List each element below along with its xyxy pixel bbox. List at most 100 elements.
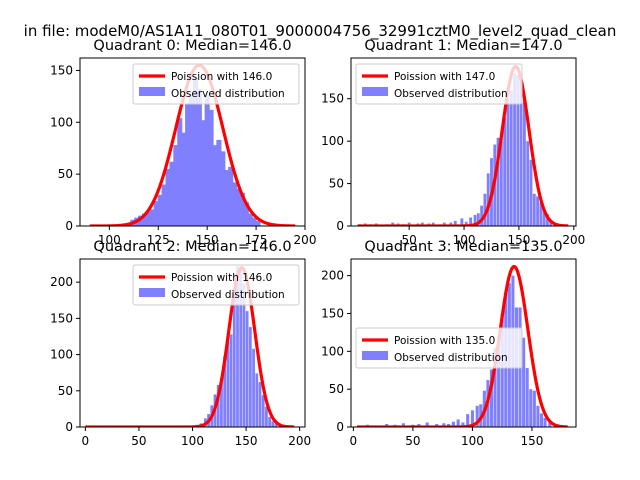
y-tick-label: 100 bbox=[321, 134, 344, 148]
x-tick-label: 200 bbox=[288, 434, 311, 448]
histogram-bar bbox=[473, 214, 477, 226]
histogram-bar bbox=[442, 222, 446, 226]
histogram-bar bbox=[391, 222, 395, 226]
histogram-bar bbox=[500, 313, 504, 427]
y-tick-label: 100 bbox=[50, 348, 73, 362]
histogram-bar bbox=[153, 201, 159, 226]
histogram-bar bbox=[185, 103, 191, 226]
legend-curve-label: Poission with 135.0 bbox=[394, 335, 495, 347]
histogram-bar bbox=[470, 410, 474, 427]
histogram-bar bbox=[149, 209, 155, 226]
y-tick-label: 200 bbox=[50, 275, 73, 289]
histogram-bar bbox=[220, 382, 223, 427]
histogram-bar bbox=[483, 193, 487, 226]
y-tick-label: 0 bbox=[336, 420, 344, 434]
histogram-bar bbox=[475, 405, 479, 427]
legend-bars-swatch bbox=[139, 288, 165, 297]
histogram-bar bbox=[401, 423, 405, 427]
histogram-bar bbox=[451, 421, 455, 427]
axes-frame bbox=[350, 258, 577, 428]
histogram-bar bbox=[420, 222, 424, 226]
histogram-bar bbox=[516, 74, 520, 226]
x-tick-label: 100 bbox=[461, 434, 484, 448]
histogram-bar bbox=[192, 77, 198, 226]
legend-curve-label: Poission with 147.0 bbox=[394, 71, 495, 83]
histogram-bar bbox=[212, 145, 218, 226]
x-tick-label: 50 bbox=[402, 233, 417, 247]
legend-box bbox=[355, 63, 523, 105]
histogram-bar bbox=[548, 422, 552, 427]
histogram-bar bbox=[165, 168, 171, 226]
histogram-bar bbox=[216, 385, 220, 427]
x-tick-label: 150 bbox=[520, 434, 543, 448]
histogram-bar bbox=[255, 373, 259, 427]
histogram-bar bbox=[493, 347, 497, 427]
histogram-bar bbox=[261, 395, 265, 427]
histogram-bar bbox=[243, 202, 249, 226]
histogram-bar bbox=[461, 422, 465, 427]
histogram-bar bbox=[532, 390, 536, 427]
legend-bars-label: Observed distribution bbox=[394, 352, 508, 364]
legend: Poission with 146.0 Observed distribution bbox=[132, 264, 300, 306]
histogram-bar bbox=[236, 266, 239, 427]
histogram-bar bbox=[252, 348, 255, 427]
histogram-bar bbox=[503, 117, 507, 226]
histogram-bar bbox=[460, 218, 464, 226]
histogram-bar bbox=[522, 337, 526, 427]
x-tick-label: 125 bbox=[147, 233, 170, 247]
legend-box bbox=[132, 63, 300, 105]
histogram-bar bbox=[546, 214, 549, 226]
legend-bars-swatch bbox=[362, 87, 388, 96]
histogram-bar bbox=[177, 118, 183, 226]
y-tick-label: 50 bbox=[329, 382, 344, 396]
histogram-bar bbox=[442, 423, 446, 427]
histogram-bar bbox=[453, 220, 457, 226]
subplot-title: Quadrant 3: Median=135.0 bbox=[364, 239, 562, 255]
x-tick-label: 150 bbox=[196, 233, 219, 247]
x-tick-label: 100 bbox=[453, 233, 476, 247]
x-tick-label: 50 bbox=[131, 434, 146, 448]
histogram-bar bbox=[268, 416, 272, 427]
y-tick-label: 150 bbox=[50, 311, 73, 325]
subplot-2: 0 50 100 150 200 0 50 100 150 200 Quadrant 2: Medi… bbox=[50, 239, 311, 448]
y-tick-label: 100 bbox=[321, 344, 344, 358]
x-tick-label: 150 bbox=[235, 434, 258, 448]
x-tick-label: 200 bbox=[294, 233, 317, 247]
histogram-bar bbox=[526, 141, 530, 226]
histogram-bar bbox=[532, 193, 536, 226]
legend: Poission with 147.0 Observed distribution bbox=[355, 63, 523, 105]
histogram-bar bbox=[522, 98, 526, 226]
subplot-0: 100 125 150 175 200 0 50 100 150 Quadrant 0: Medi… bbox=[50, 38, 316, 247]
legend: Poission with 135.0 Observed distribution bbox=[355, 327, 523, 369]
histogram-bar bbox=[232, 182, 238, 226]
histogram-bar bbox=[489, 369, 494, 427]
y-tick-label: 0 bbox=[336, 219, 344, 233]
histogram-bar bbox=[208, 109, 214, 226]
histogram-bar bbox=[220, 151, 226, 226]
histogram-bar bbox=[274, 424, 278, 427]
x-tick-label: 150 bbox=[507, 233, 530, 247]
histogram-bar bbox=[239, 269, 243, 427]
histogram-bar bbox=[239, 192, 245, 226]
histogram-bar bbox=[536, 196, 540, 226]
y-tick-label: 200 bbox=[321, 269, 344, 283]
histogram-bar bbox=[539, 413, 544, 427]
histogram-bar bbox=[157, 194, 163, 226]
legend: Poission with 146.0 Observed distribution bbox=[132, 63, 300, 105]
x-tick-label: 50 bbox=[405, 434, 420, 448]
histogram-bar bbox=[513, 73, 516, 226]
x-tick-label: 100 bbox=[98, 233, 121, 247]
histogram-bar bbox=[196, 89, 202, 226]
x-tick-label: 200 bbox=[562, 233, 585, 247]
histogram-bar bbox=[229, 334, 233, 427]
histogram-bar bbox=[506, 98, 510, 226]
legend-bars-swatch bbox=[362, 351, 388, 360]
histogram-bar bbox=[466, 414, 470, 427]
legend-bars-label: Observed distribution bbox=[171, 289, 285, 301]
histogram-bar bbox=[245, 311, 249, 427]
subplot-title: Quadrant 1: Median=147.0 bbox=[364, 38, 562, 54]
histogram-bar bbox=[242, 283, 246, 427]
x-tick-label: 100 bbox=[181, 434, 204, 448]
histogram-bar bbox=[232, 287, 236, 427]
histogram-bar bbox=[486, 173, 490, 226]
